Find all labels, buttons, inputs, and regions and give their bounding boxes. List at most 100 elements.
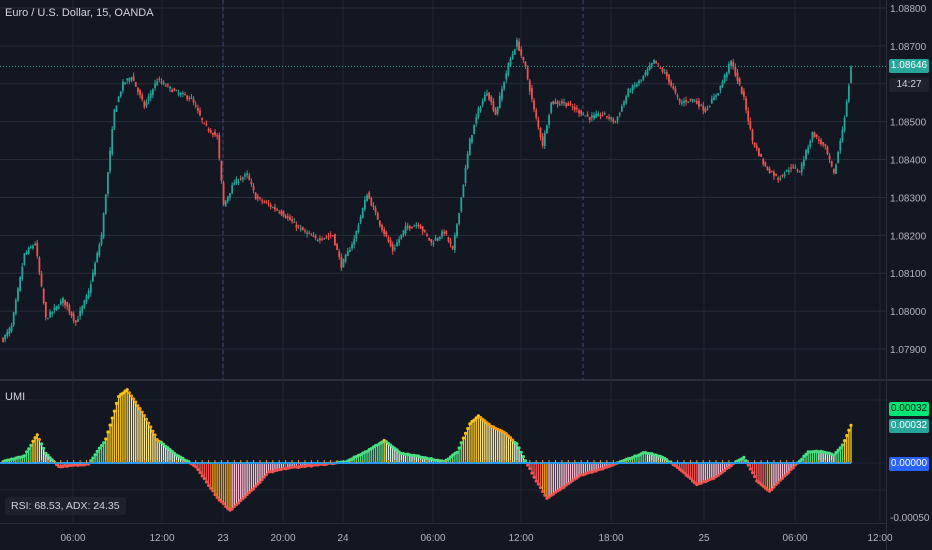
- umi-histogram-cap: [155, 438, 159, 442]
- umi-value-tag-top: 0.00032: [889, 402, 929, 416]
- umi-histogram-cap: [528, 466, 532, 471]
- umi-histogram-cap: [142, 414, 146, 418]
- price-tick-label: 1.07900: [890, 345, 927, 356]
- candle-body: [363, 199, 366, 210]
- umi-histogram-cap: [753, 474, 757, 479]
- candle-body: [342, 259, 345, 268]
- candle-body: [541, 136, 544, 146]
- current-price-tag: 1.08646: [889, 59, 929, 73]
- umi-histogram-cap: [517, 446, 521, 450]
- candle-body: [638, 80, 640, 84]
- umi-histogram-cap: [457, 446, 461, 450]
- candle-body: [319, 238, 321, 241]
- price-tick-label: 1.08000: [890, 307, 927, 318]
- candle-body: [6, 331, 9, 337]
- umi-histogram-cap: [104, 437, 108, 441]
- umi-histogram-cap: [194, 465, 198, 469]
- candle-body: [453, 235, 456, 250]
- candle-body: [680, 102, 683, 104]
- umi-histogram-cap: [547, 495, 551, 499]
- candle-body: [415, 225, 418, 227]
- candle-body: [44, 302, 47, 318]
- candle-body: [721, 81, 724, 88]
- umi-histogram-cap: [519, 450, 523, 455]
- candle-body: [304, 230, 306, 232]
- umi-histogram-cap: [575, 476, 579, 480]
- umi-histogram-cap: [455, 450, 459, 454]
- candle-body: [475, 117, 478, 124]
- umi-histogram-cap: [474, 416, 478, 420]
- candle-body: [355, 231, 358, 239]
- candle-body: [143, 101, 146, 108]
- candle-body: [59, 301, 62, 305]
- umi-histogram-cap: [129, 394, 134, 398]
- candle-body: [653, 59, 655, 64]
- candle-body: [372, 205, 375, 208]
- candle-body: [173, 88, 176, 91]
- candle-body: [631, 85, 634, 91]
- candle-body: [715, 95, 717, 97]
- candle-body: [586, 114, 589, 117]
- candle-body: [68, 305, 71, 313]
- price-tick-label: 1.08500: [890, 118, 927, 129]
- candle-body: [650, 63, 653, 67]
- candle-body: [393, 247, 396, 249]
- candle-body: [299, 227, 302, 229]
- candle-body: [139, 90, 141, 96]
- candle-body: [70, 312, 73, 316]
- candle-body: [728, 63, 730, 73]
- umi-histogram-cap: [723, 468, 727, 473]
- umi-histogram-cap: [757, 480, 761, 485]
- symbol-title[interactable]: Euro / U.S. Dollar, 15, OANDA: [5, 7, 154, 19]
- candle-body: [404, 225, 407, 234]
- candle-body: [209, 129, 212, 133]
- candle-body: [676, 95, 679, 97]
- umi-histogram-cap: [125, 388, 129, 392]
- candle-body: [661, 69, 664, 72]
- candle-body: [87, 291, 90, 298]
- candle-body: [226, 196, 229, 202]
- candle-body: [38, 258, 41, 273]
- umi-histogram-cap: [770, 487, 774, 492]
- candle-body: [428, 237, 431, 241]
- umi-histogram-cap: [172, 451, 176, 455]
- candle-body: [81, 306, 84, 313]
- candle-body: [629, 91, 632, 93]
- candle-body: [460, 197, 463, 212]
- candle-body: [436, 238, 439, 241]
- candle-body: [807, 147, 810, 153]
- candle-body: [211, 132, 214, 136]
- candle-body: [179, 93, 182, 95]
- candle-body: [162, 82, 165, 84]
- candle-body: [522, 57, 525, 60]
- candle-body: [518, 41, 520, 51]
- candle-body: [175, 90, 178, 92]
- candle-body: [66, 301, 69, 307]
- candle-body: [252, 186, 255, 191]
- candle-body: [314, 236, 317, 239]
- candle-body: [130, 77, 133, 80]
- candle-body: [107, 172, 109, 194]
- candle-body: [698, 100, 700, 107]
- candle-body: [190, 97, 193, 99]
- candle-body: [811, 131, 814, 140]
- indicator-name[interactable]: UMI: [5, 391, 26, 403]
- candle-body: [149, 93, 152, 98]
- candle-body: [293, 221, 296, 223]
- candle-body: [171, 89, 174, 93]
- candle-body: [104, 195, 107, 214]
- candle-body: [783, 173, 786, 176]
- candle-body: [792, 166, 795, 168]
- candle-body: [608, 117, 610, 119]
- candle-body: [835, 164, 837, 174]
- umi-histogram-cap: [778, 478, 782, 482]
- candle-body: [308, 232, 311, 234]
- umi-histogram-cap: [204, 480, 209, 484]
- candle-body: [85, 295, 88, 303]
- candle-body: [55, 305, 58, 311]
- candle-body: [841, 129, 844, 142]
- candle-body: [790, 167, 792, 169]
- umi-histogram-cap: [140, 410, 144, 414]
- indicator-tick-label: -0.00050: [890, 513, 930, 524]
